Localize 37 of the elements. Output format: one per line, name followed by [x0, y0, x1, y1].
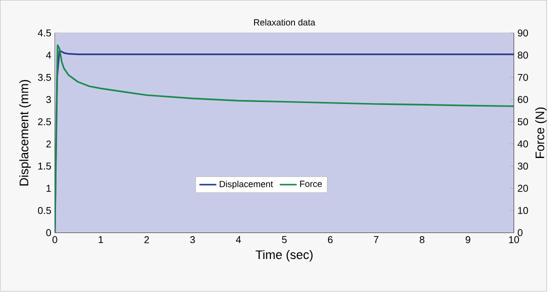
y-tick-label: 3.5	[38, 74, 51, 82]
y-tick-label: 4	[46, 52, 52, 59]
y-tick-label: 0.5	[38, 207, 51, 214]
y-tick-label: 2	[46, 140, 51, 148]
chart-title: Relaxation data	[254, 19, 316, 26]
y2-tick-label: 30	[518, 162, 528, 170]
y2-tick-label: 80	[518, 52, 528, 59]
x-tick-label: 1	[98, 236, 104, 244]
x-tick-label: 4	[236, 236, 241, 244]
y2-tick-label: 10	[518, 207, 528, 214]
y-tick-label: 2.5	[38, 118, 51, 126]
y2-tick-label: 40	[518, 140, 528, 148]
x-tick-label: 0	[52, 236, 58, 244]
y-tick-label: 0	[46, 229, 51, 236]
y2-tick-label: 70	[518, 74, 528, 82]
y2-tick-label: 60	[518, 96, 528, 104]
x-tick-label: 3	[190, 236, 195, 244]
x-tick-label: 2	[144, 236, 149, 244]
x-tick-label: 5	[282, 236, 287, 244]
x-tick-label: 9	[466, 236, 470, 244]
y-tick-label: 4.5	[38, 30, 51, 37]
x-tick-label: 7	[374, 236, 378, 244]
x-tick-label: 8	[420, 236, 424, 244]
legend-label: Displacement	[220, 180, 273, 190]
y2-tick-label: 50	[518, 118, 528, 126]
y2-tick-label: 20	[518, 185, 528, 192]
y-tick-label: 1.5	[38, 162, 51, 170]
x-axis-title: Time (sec)	[256, 250, 313, 262]
y-tick-label: 1	[46, 185, 51, 192]
x-tick-label: 10	[509, 236, 519, 244]
y2-tick-label: 0	[518, 229, 522, 236]
y-axis-title: Displacement (mm)	[19, 80, 31, 186]
y2-tick-label: 90	[518, 30, 528, 37]
x-tick-label: 6	[328, 236, 333, 244]
y-tick-label: 3	[46, 96, 51, 104]
y2-axis-title: Force (N)	[535, 108, 547, 158]
legend-label: Force	[300, 181, 322, 188]
